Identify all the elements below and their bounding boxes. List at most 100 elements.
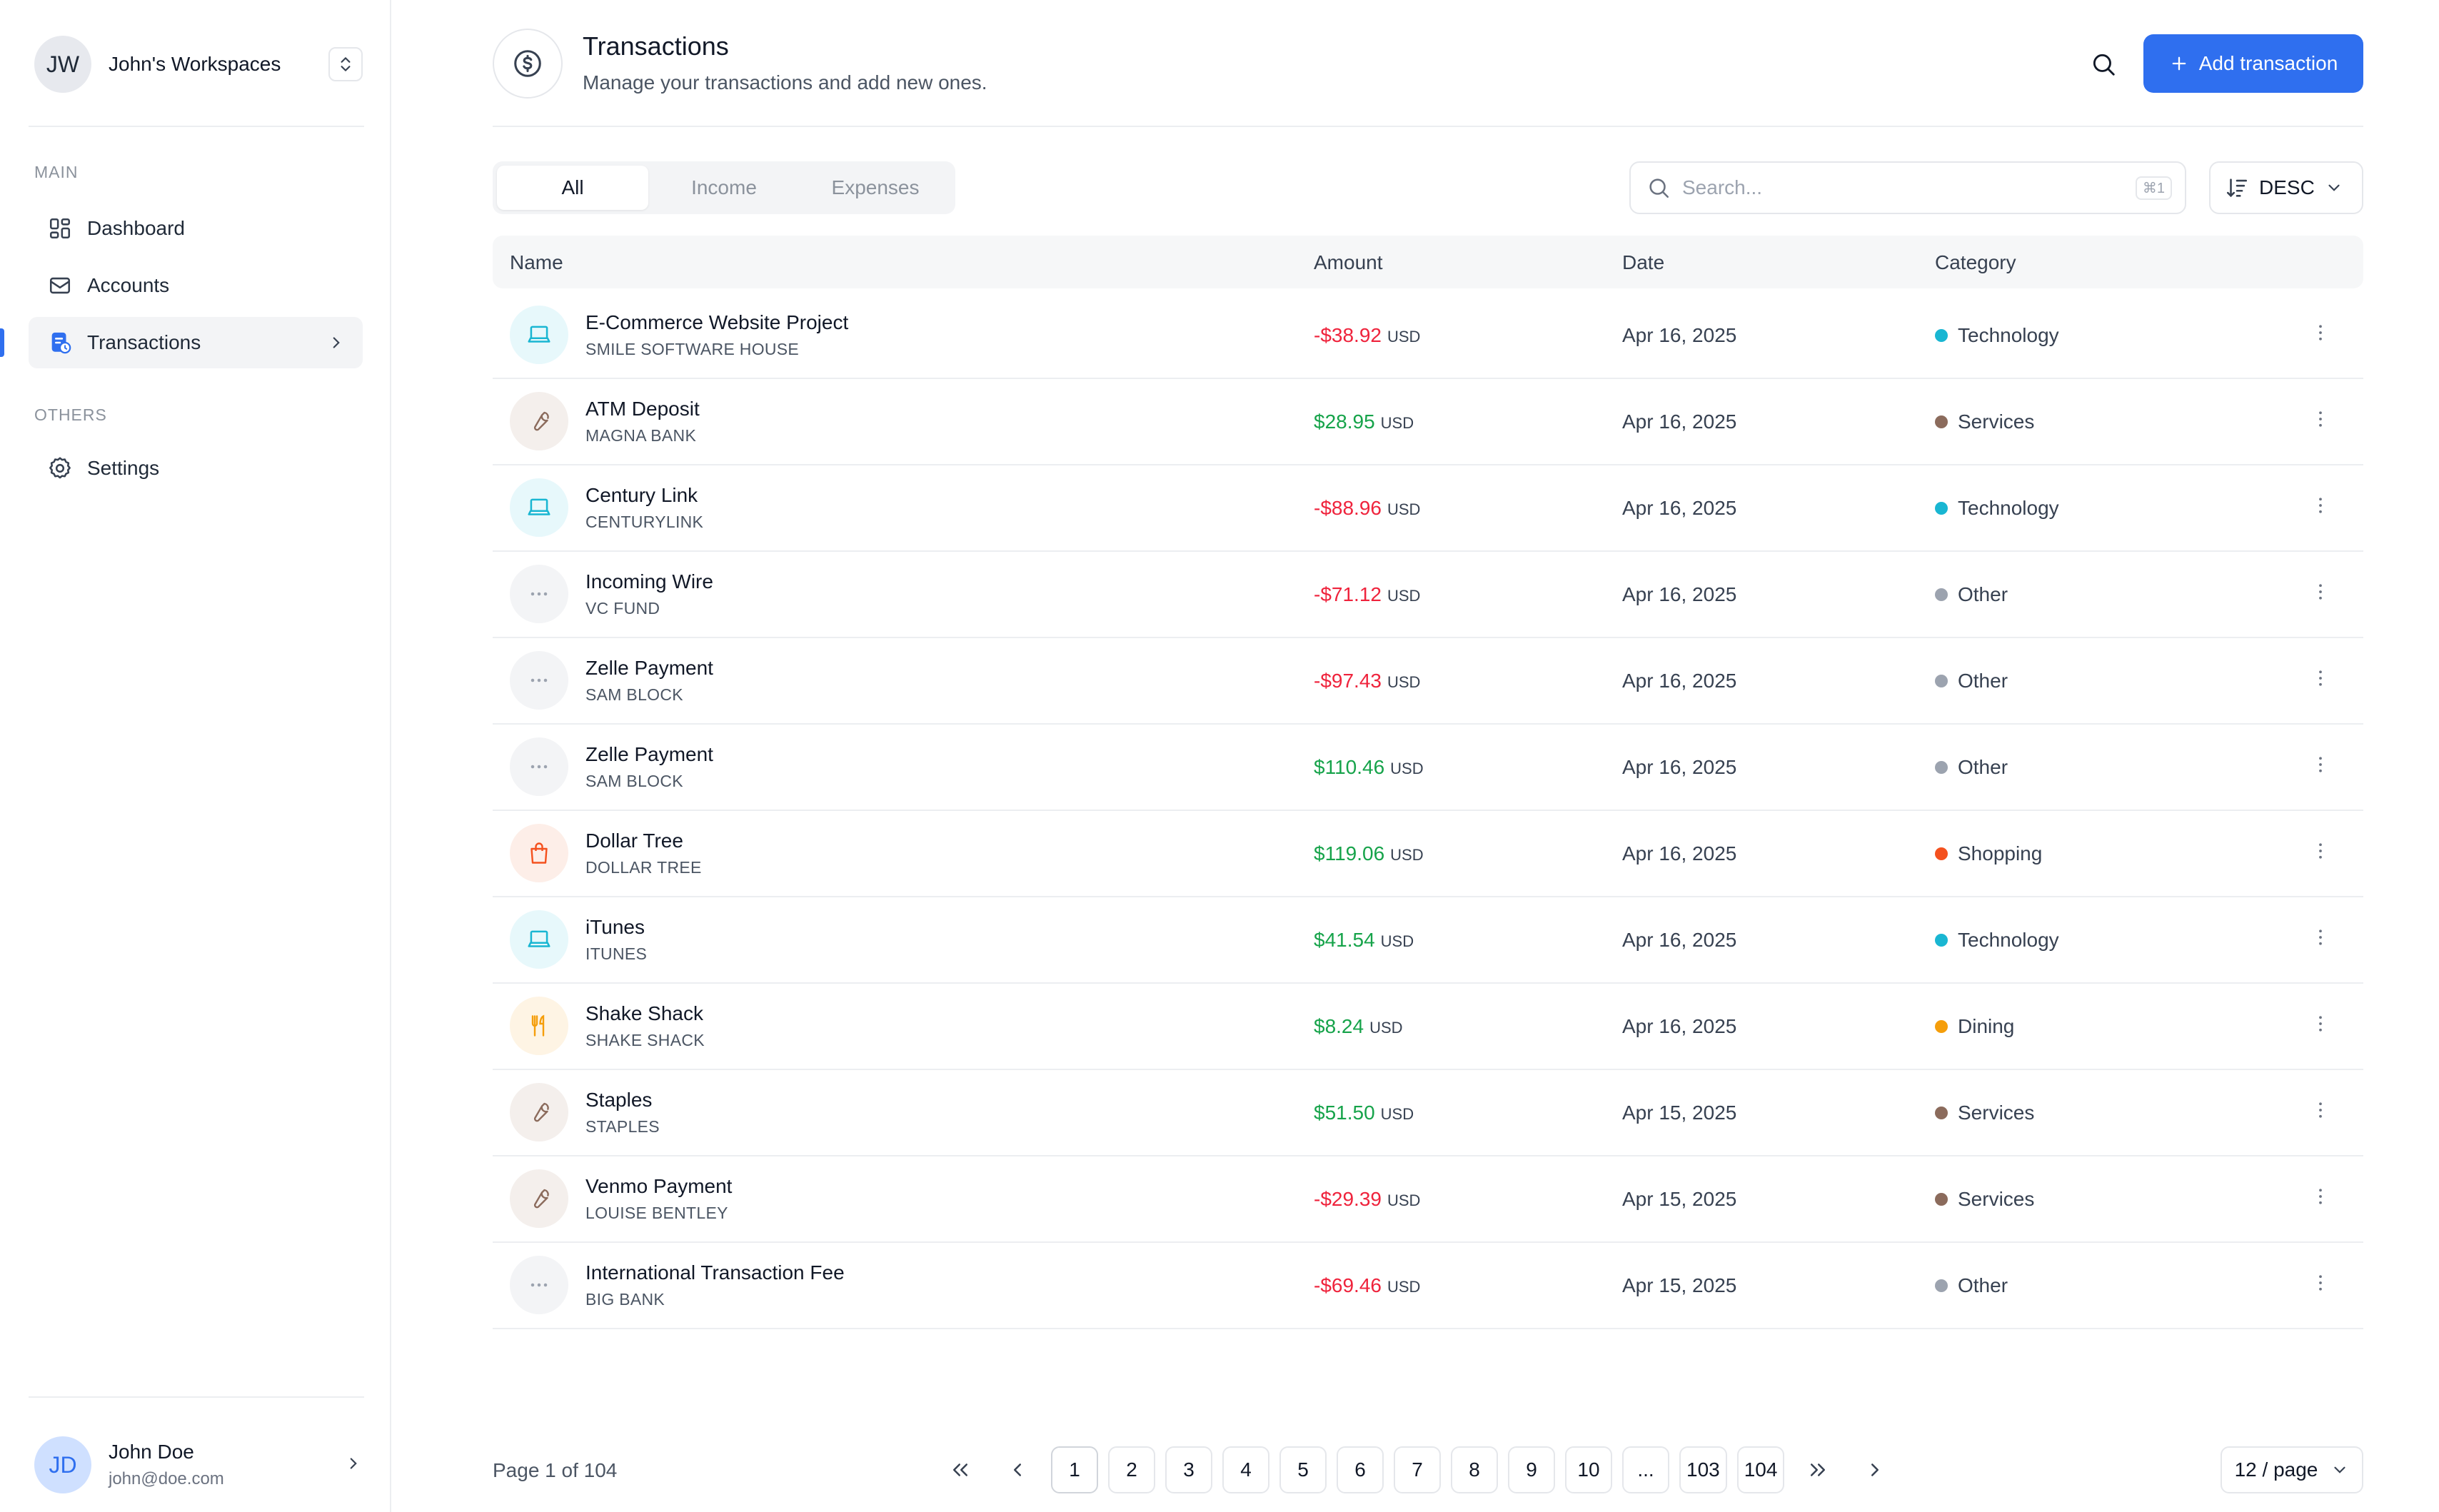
amount-value: -$69.46 — [1314, 1274, 1382, 1296]
chevron-right-icon — [344, 1454, 363, 1476]
search-button[interactable] — [2085, 46, 2122, 83]
table-row[interactable]: Zelle Payment SAM BLOCK -$97.43 USD Apr 1… — [493, 638, 2363, 725]
row-actions-button[interactable] — [2306, 837, 2335, 865]
chevrons-right-button[interactable] — [1794, 1446, 1841, 1493]
more-vertical-icon — [2319, 1102, 2322, 1118]
category-dot — [1935, 1020, 1948, 1033]
plus-icon — [2172, 56, 2186, 71]
workspace-switch-button[interactable] — [328, 47, 363, 81]
tab-all[interactable]: All — [497, 166, 648, 210]
category-dot — [1935, 675, 1948, 687]
workspace-switcher[interactable]: JW John's Workspaces — [34, 34, 363, 94]
table-row[interactable]: Staples STAPLES $51.50 USD Apr 15, 2025 S… — [493, 1070, 2363, 1156]
active-indicator — [0, 328, 4, 357]
sidebar-item-dashboard[interactable]: Dashboard — [29, 203, 363, 254]
table-row[interactable]: iTunes ITUNES $41.54 USD Apr 16, 2025 Tec… — [493, 897, 2363, 984]
tab-income[interactable]: Income — [691, 176, 757, 198]
search-icon — [1649, 178, 1669, 198]
table-row[interactable]: ATM Deposit MAGNA BANK $28.95 USD Apr 16,… — [493, 379, 2363, 465]
row-actions-button[interactable] — [2306, 1269, 2335, 1297]
row-actions-button[interactable] — [2306, 318, 2335, 347]
transaction-merchant: CENTURYLINK — [585, 513, 704, 531]
page-button-6[interactable]: 6 — [1337, 1446, 1384, 1493]
search-shortcut: ⌘1 — [2135, 176, 2172, 200]
chevrons-left-button[interactable] — [937, 1446, 984, 1493]
search-input[interactable] — [1682, 176, 2136, 199]
category-label: Services — [1958, 1102, 2035, 1124]
page-button-104[interactable]: 104 — [1736, 1446, 1785, 1493]
transaction-date: Apr 16, 2025 — [1622, 670, 1737, 692]
more-vertical-icon — [2319, 1189, 2322, 1204]
more-vertical-icon — [2319, 843, 2322, 859]
table-row[interactable]: E-Commerce Website Project SMILE SOFTWAR… — [493, 293, 2363, 379]
transaction-merchant: SAM BLOCK — [585, 685, 683, 704]
table-row[interactable]: International Transaction Fee BIG BANK -… — [493, 1243, 2363, 1329]
transaction-date: Apr 15, 2025 — [1622, 1274, 1737, 1296]
transaction-name: Zelle Payment — [585, 657, 713, 679]
transaction-amount: -$97.43 USD — [1314, 670, 1420, 692]
sidebar-item-transactions[interactable]: Transactions — [29, 317, 363, 368]
row-actions-button[interactable] — [2306, 1096, 2335, 1124]
page-button-3[interactable]: 3 — [1165, 1446, 1212, 1493]
amount-value: $51.50 — [1314, 1102, 1375, 1124]
user-menu[interactable]: JD John Doe john@doe.com — [34, 1435, 363, 1495]
pagination: 1 2 3 4 5 6 7 8 9 10... 103 104 — [937, 1446, 1899, 1493]
chevron-right-button[interactable] — [1851, 1446, 1899, 1493]
page-button-5[interactable]: 5 — [1279, 1446, 1327, 1493]
column-header-amount[interactable]: Amount — [1314, 251, 1383, 273]
add-transaction-button[interactable]: Add transaction — [2143, 34, 2363, 93]
more-horizontal-icon — [510, 737, 568, 796]
table-row[interactable]: Dollar Tree DOLLAR TREE $119.06 USD Apr 1… — [493, 811, 2363, 897]
row-actions-button[interactable] — [2306, 578, 2335, 606]
category-label: Other — [1958, 670, 2008, 692]
row-actions-button[interactable] — [2306, 750, 2335, 779]
type-tabs: All Income Expenses — [493, 161, 955, 214]
sidebar-item-settings[interactable]: Settings — [29, 443, 363, 494]
chevron-left-button[interactable] — [994, 1446, 1041, 1493]
sidebar-item-label: Settings — [87, 457, 160, 479]
more-vertical-icon — [2319, 325, 2322, 341]
sort-select[interactable]: DESC — [2209, 161, 2363, 214]
table-row[interactable]: Shake Shack SHAKE SHACK $8.24 USD Apr 16,… — [493, 984, 2363, 1070]
tab-expenses[interactable]: Expenses — [831, 176, 920, 198]
page-button-9[interactable]: 9 — [1508, 1446, 1555, 1493]
row-actions-button[interactable] — [2306, 664, 2335, 692]
row-actions-button[interactable] — [2306, 405, 2335, 433]
column-header-date[interactable]: Date — [1622, 251, 1665, 273]
page-button-8[interactable]: 8 — [1451, 1446, 1498, 1493]
more-vertical-icon — [2319, 670, 2322, 686]
amount-value: $110.46 — [1314, 756, 1385, 778]
page-button-7[interactable]: 7 — [1394, 1446, 1441, 1493]
transaction-date: Apr 16, 2025 — [1622, 410, 1737, 433]
transactions-table-body: E-Commerce Website Project SMILE SOFTWAR… — [493, 293, 2363, 1329]
column-header-category[interactable]: Category — [1935, 251, 2016, 273]
workspace-avatar: JW — [34, 36, 91, 93]
row-actions-button[interactable] — [2306, 1182, 2335, 1211]
page-button-10[interactable]: 10 — [1565, 1446, 1612, 1493]
row-actions-button[interactable] — [2306, 1009, 2335, 1038]
page-ellipsis[interactable]: ... — [1622, 1446, 1669, 1493]
sidebar-item-label: Accounts — [87, 274, 170, 296]
page-button-103[interactable]: 103 — [1679, 1446, 1727, 1493]
more-horizontal-icon — [510, 565, 568, 623]
sidebar-item-accounts[interactable]: Accounts — [29, 260, 363, 311]
section-label-others: OTHERS — [34, 405, 107, 424]
table-row[interactable]: Venmo Payment LOUISE BENTLEY -$29.39 USD … — [493, 1156, 2363, 1243]
category-badge: Services — [1935, 410, 2034, 433]
page-button-1[interactable]: 1 — [1051, 1446, 1098, 1493]
accounts-icon — [46, 271, 74, 300]
amount-value: -$29.39 — [1314, 1188, 1382, 1210]
page-button-2[interactable]: 2 — [1108, 1446, 1155, 1493]
row-actions-button[interactable] — [2306, 923, 2335, 952]
dollar-circle-icon — [493, 29, 563, 99]
column-header-name[interactable]: Name — [510, 251, 563, 273]
amount-currency: USD — [1387, 500, 1421, 518]
per-page-select[interactable]: 12 / page — [2221, 1446, 2363, 1493]
category-label: Technology — [1958, 929, 2059, 951]
page-button-4[interactable]: 4 — [1222, 1446, 1269, 1493]
row-actions-button[interactable] — [2306, 491, 2335, 520]
table-row[interactable]: Incoming Wire VC FUND -$71.12 USD Apr 16,… — [493, 552, 2363, 638]
table-row[interactable]: Century Link CENTURYLINK -$88.96 USD Apr … — [493, 465, 2363, 552]
table-row[interactable]: Zelle Payment SAM BLOCK $110.46 USD Apr 1… — [493, 725, 2363, 811]
transactions-icon — [46, 328, 74, 357]
